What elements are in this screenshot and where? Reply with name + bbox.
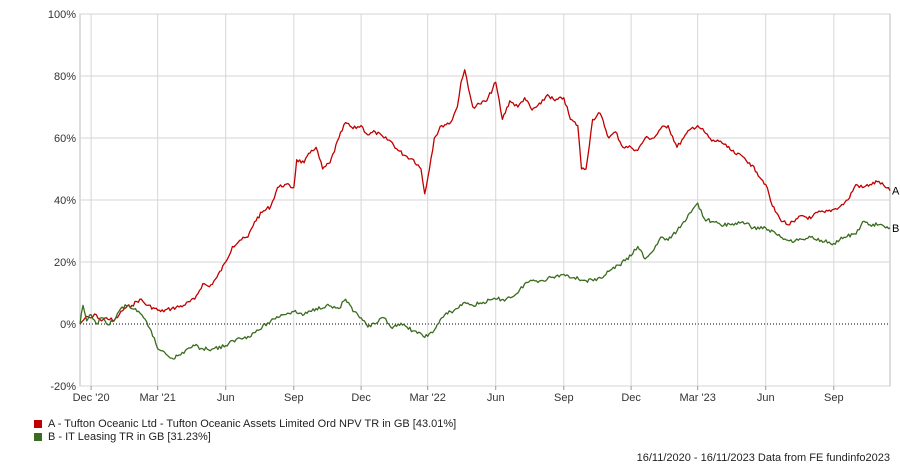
x-tick-label: Jun [217, 392, 235, 404]
legend-label-b: B - IT Leasing TR in GB [31.23%] [48, 430, 211, 443]
y-tick-label: 80% [54, 71, 76, 83]
end-label-b: B [892, 223, 899, 235]
x-tick-label: Dec [621, 392, 641, 404]
x-tick-label: Sep [284, 392, 304, 404]
y-tick-label: 40% [54, 195, 76, 207]
legend-swatch-b [34, 432, 42, 441]
x-tick-label: Sep [554, 392, 574, 404]
series-group [79, 69, 891, 360]
footer-source: 16/11/2020 - 16/11/2023 Data from FE fun… [636, 452, 890, 464]
y-tick-label: 20% [54, 257, 76, 269]
x-tick-label: Dec [351, 392, 371, 404]
legend-item-a[interactable]: A - Tufton Oceanic Ltd - Tufton Oceanic … [34, 417, 456, 430]
legend: A - Tufton Oceanic Ltd - Tufton Oceanic … [34, 417, 456, 443]
legend-swatch-a [34, 419, 42, 428]
end-labels: AB [892, 186, 900, 235]
legend-item-b[interactable]: B - IT Leasing TR in GB [31.23%] [34, 430, 456, 443]
x-tick-label: Jun [487, 392, 505, 404]
x-tick-label: Jun [757, 392, 775, 404]
x-tick-label: Mar '21 [139, 392, 175, 404]
series-line-b [79, 202, 891, 360]
y-tick-label: 60% [54, 133, 76, 145]
grid [79, 13, 891, 390]
y-tick-label: 0% [60, 319, 76, 331]
legend-label-a: A - Tufton Oceanic Ltd - Tufton Oceanic … [48, 417, 457, 430]
x-axis: Dec '20 Mar '21 Jun Sep Dec Mar '22 Jun Sep Dec M… [73, 392, 844, 404]
x-tick-label: Mar '22 [409, 392, 445, 404]
y-axis: -20% 0% 20% 40% 60% 80% 100% [48, 9, 76, 393]
x-tick-label: Mar '23 [679, 392, 715, 404]
y-tick-label: 100% [48, 9, 76, 21]
end-label-a: A [892, 186, 900, 198]
y-tick-label: -20% [50, 381, 76, 393]
x-tick-label: Dec '20 [73, 392, 110, 404]
x-tick-label: Sep [824, 392, 844, 404]
series-line-a [79, 69, 891, 325]
